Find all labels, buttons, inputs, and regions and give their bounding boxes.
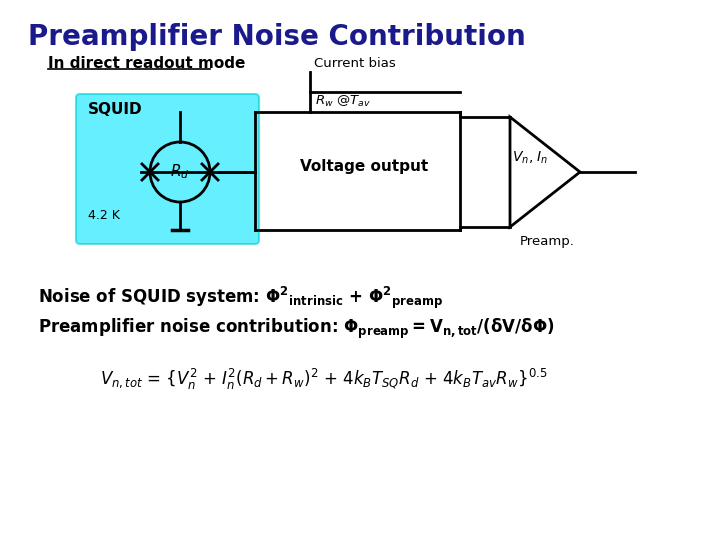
Text: $R_w$ @$T_{av}$: $R_w$ @$T_{av}$ bbox=[315, 94, 371, 109]
Text: Preamp.: Preamp. bbox=[520, 235, 575, 248]
Text: In direct readout mode: In direct readout mode bbox=[48, 56, 246, 71]
Text: Preamplifier noise contribution: $\mathbf{\Phi_{preamp}}$$\mathbf{=V_{n,tot}/(\d: Preamplifier noise contribution: $\mathb… bbox=[38, 317, 554, 341]
Text: $V_{n,tot}$ = {$V_n^2$ + $I_n^2(R_d+R_w)^2$ + $4k_BT_{SQ}R_d$ + $4k_BT_{av}R_w$}: $V_{n,tot}$ = {$V_n^2$ + $I_n^2(R_d+R_w)… bbox=[100, 367, 547, 392]
Text: Current bias: Current bias bbox=[314, 57, 396, 70]
Text: SQUID: SQUID bbox=[88, 102, 143, 117]
Text: $V_n$, $I_n$: $V_n$, $I_n$ bbox=[512, 150, 549, 166]
Text: Voltage output: Voltage output bbox=[300, 159, 428, 174]
Text: Preamplifier Noise Contribution: Preamplifier Noise Contribution bbox=[28, 23, 526, 51]
FancyBboxPatch shape bbox=[76, 94, 259, 244]
Text: Noise of SQUID system: $\mathbf{\Phi^2}$$_\mathbf{intrinsic}$ + $\mathbf{\Phi^2}: Noise of SQUID system: $\mathbf{\Phi^2}$… bbox=[38, 285, 443, 311]
Text: 4.2 K: 4.2 K bbox=[88, 209, 120, 222]
Text: $R_d$: $R_d$ bbox=[171, 163, 189, 181]
